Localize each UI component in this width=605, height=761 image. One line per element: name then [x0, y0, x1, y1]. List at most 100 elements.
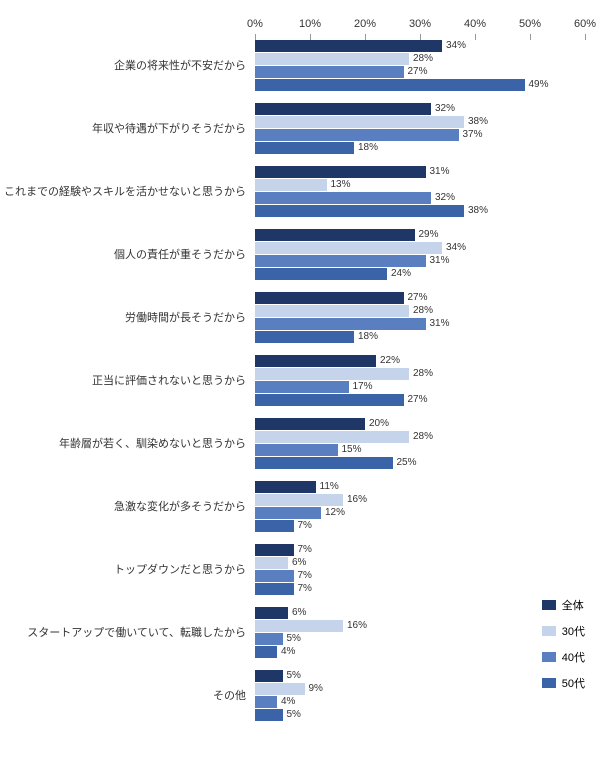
bar-row: 9%	[255, 683, 585, 695]
bar	[255, 66, 404, 78]
bar-row: 4%	[255, 696, 585, 708]
value-label: 25%	[397, 457, 417, 469]
category-label: これまでの経験やスキルを活かせないと思うから	[0, 184, 250, 198]
bar-row: 31%	[255, 318, 585, 330]
x-tick-label: 0%	[247, 18, 263, 30]
category-label: その他	[0, 688, 250, 702]
value-label: 6%	[292, 607, 306, 619]
bar-row: 7%	[255, 583, 585, 595]
bar-row: 7%	[255, 544, 585, 556]
bar	[255, 381, 349, 393]
x-tick-label: 50%	[519, 18, 541, 30]
bar	[255, 633, 283, 645]
value-label: 28%	[413, 53, 433, 65]
bar-row: 32%	[255, 192, 585, 204]
legend-swatch	[542, 626, 556, 636]
bar	[255, 394, 404, 406]
bars-container: 22%28%17%27%	[255, 355, 585, 406]
bar-row: 27%	[255, 66, 585, 78]
bar-row: 38%	[255, 116, 585, 128]
value-label: 4%	[281, 646, 295, 658]
legend-swatch	[542, 600, 556, 610]
value-label: 15%	[342, 444, 362, 456]
value-label: 38%	[468, 116, 488, 128]
legend-label: 50代	[562, 675, 585, 691]
legend-item: 40代	[542, 649, 585, 665]
x-tick-label: 20%	[354, 18, 376, 30]
value-label: 27%	[408, 66, 428, 78]
bars-container: 29%34%31%24%	[255, 229, 585, 280]
category-label: 急激な変化が多そうだから	[0, 499, 250, 513]
bar-row: 38%	[255, 205, 585, 217]
bars-container: 32%38%37%18%	[255, 103, 585, 154]
bar-row: 29%	[255, 229, 585, 241]
legend-label: 30代	[562, 623, 585, 639]
bar	[255, 292, 404, 304]
bar	[255, 229, 415, 241]
bar-row: 22%	[255, 355, 585, 367]
legend-item: 30代	[542, 623, 585, 639]
bar	[255, 670, 283, 682]
bar-row: 5%	[255, 633, 585, 645]
bar	[255, 205, 464, 217]
bar	[255, 129, 459, 141]
bar	[255, 179, 327, 191]
bars-container: 6%16%5%4%	[255, 607, 585, 658]
x-tick-label: 30%	[409, 18, 431, 30]
bar	[255, 583, 294, 595]
value-label: 12%	[325, 507, 345, 519]
bar	[255, 142, 354, 154]
bar-row: 20%	[255, 418, 585, 430]
bar	[255, 355, 376, 367]
bar-row: 17%	[255, 381, 585, 393]
bar	[255, 331, 354, 343]
bar-group: 年収や待遇が下がりそうだから32%38%37%18%	[0, 103, 605, 154]
bar-row: 16%	[255, 494, 585, 506]
value-label: 6%	[292, 557, 306, 569]
value-label: 5%	[287, 709, 301, 721]
bar	[255, 457, 393, 469]
value-label: 32%	[435, 192, 455, 204]
value-label: 4%	[281, 696, 295, 708]
value-label: 27%	[408, 292, 428, 304]
bar	[255, 116, 464, 128]
category-label: 企業の将来性が不安だから	[0, 58, 250, 72]
bar-row: 6%	[255, 607, 585, 619]
value-label: 9%	[309, 683, 323, 695]
bar-row: 16%	[255, 620, 585, 632]
bar-row: 7%	[255, 520, 585, 532]
bar-group: 急激な変化が多そうだから 11%16%12%7%	[0, 481, 605, 532]
bar	[255, 40, 442, 52]
bar	[255, 368, 409, 380]
bar-row: 15%	[255, 444, 585, 456]
bar-row: 24%	[255, 268, 585, 280]
bar	[255, 494, 343, 506]
bars-container: 7%6%7%7%	[255, 544, 585, 595]
bar-row: 27%	[255, 292, 585, 304]
bar-row: 13%	[255, 179, 585, 191]
value-label: 31%	[430, 255, 450, 267]
value-label: 18%	[358, 142, 378, 154]
value-label: 31%	[430, 166, 450, 178]
bars-container: 27%28%31%18%	[255, 292, 585, 343]
x-tick-label: 10%	[299, 18, 321, 30]
bar-group: 正当に評価されないと思うから22%28%17%27%	[0, 355, 605, 406]
bar-row: 7%	[255, 570, 585, 582]
bar-row: 4%	[255, 646, 585, 658]
value-label: 5%	[287, 633, 301, 645]
value-label: 27%	[408, 394, 428, 406]
bar	[255, 507, 321, 519]
bar-row: 18%	[255, 331, 585, 343]
bar-row: 11%	[255, 481, 585, 493]
bar	[255, 481, 316, 493]
value-label: 17%	[353, 381, 373, 393]
value-label: 7%	[298, 570, 312, 582]
bar-row: 27%	[255, 394, 585, 406]
value-label: 38%	[468, 205, 488, 217]
bar	[255, 79, 525, 91]
value-label: 16%	[347, 494, 367, 506]
value-label: 28%	[413, 431, 433, 443]
bar-row: 5%	[255, 709, 585, 721]
bar	[255, 683, 305, 695]
bars-container: 20%28% 15% 25%	[255, 418, 585, 469]
